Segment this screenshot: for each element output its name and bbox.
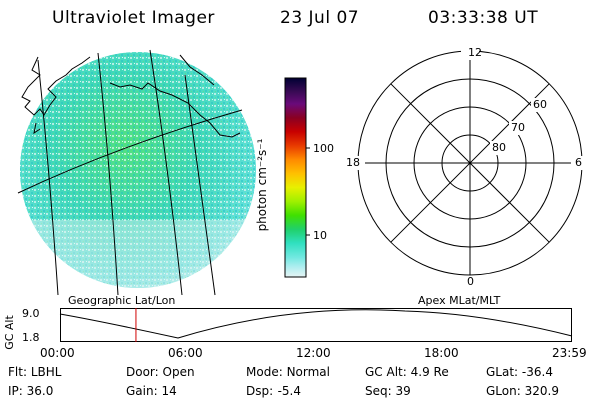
polar-panel-label: Apex MLat/MLT (418, 294, 501, 307)
polar-label-bg (490, 141, 512, 155)
polar-label-bg (463, 277, 477, 289)
polar-label-bg (347, 156, 365, 170)
polar-spoke (390, 83, 550, 243)
coastline-path (109, 82, 241, 138)
coastline-path (33, 122, 41, 135)
gcalt-field: GC Alt: 4.9 Re (365, 365, 449, 379)
uv-image-panel (17, 49, 256, 296)
alt-ylabel-wrapper: GC Alt (2, 312, 16, 352)
altitude-plot (59, 308, 573, 342)
flt-label: Flt: (8, 365, 27, 379)
door-field: Door: Open (126, 365, 195, 379)
glat-field: GLat: -36.4 (486, 365, 553, 379)
alt-ytick-label: 9.0 (22, 307, 40, 320)
alt-xtick-label: 00:00 (40, 346, 75, 360)
mlt-label-12: 12 (468, 46, 482, 59)
alt-xtick-label: 18:00 (424, 346, 459, 360)
glon-value: 320.9 (524, 384, 559, 398)
colorbar (284, 77, 310, 278)
mode-field: Mode: Normal (246, 365, 330, 379)
door-label: Door: (126, 365, 159, 379)
coastline (21, 54, 241, 138)
image-panel-label: Geographic Lat/Lon (68, 294, 176, 307)
seq-field: Seq: 39 (365, 384, 411, 398)
colorbar-gradient (284, 77, 307, 278)
glat-value: -36.4 (521, 365, 553, 379)
gain-label: Gain: (126, 384, 158, 398)
instrument-title: Ultraviolet Imager (52, 8, 215, 28)
alt-ytick-label: 1.8 (22, 331, 40, 344)
gcalt-value: 4.9 Re (410, 365, 449, 379)
polar-label-bg (509, 121, 531, 135)
flt-value: LBHL (30, 365, 62, 379)
gain-value: 14 (161, 384, 177, 398)
meridian-line (149, 49, 183, 296)
mlt-label-0: 0 (467, 275, 474, 288)
dsp-field: Dsp: -5.4 (246, 384, 301, 398)
ip-value: 36.0 (26, 384, 54, 398)
meridian-line (37, 59, 59, 296)
gcalt-label: GC Alt: (365, 365, 407, 379)
colorbar-unit-label: photon cm⁻²s⁻¹ (255, 138, 269, 232)
glat-label: GLat: (486, 365, 519, 379)
colorbar-tick-label: 10 (313, 229, 327, 242)
polar-label-bg (571, 156, 583, 170)
polar-plot (347, 48, 583, 289)
mlt-label-6: 6 (575, 156, 582, 169)
flt-field: Flt: LBHL (8, 365, 61, 379)
geo-grid (17, 49, 243, 296)
mode-value: Normal (286, 365, 330, 379)
mlat-label-70: 70 (511, 121, 525, 134)
dsp-value: -5.4 (277, 384, 301, 398)
altitude-curve (59, 309, 573, 339)
door-value: Open (162, 365, 195, 379)
mode-label: Mode: (246, 365, 283, 379)
alt-ylabel: GC Alt (2, 315, 16, 350)
uv-disk-texture (20, 52, 256, 288)
mlat-label-60: 60 (533, 98, 547, 111)
alt-xtick-label: 23:59 (552, 346, 587, 360)
colorbar-tick-label: 100 (313, 142, 334, 155)
meridian-line (184, 74, 216, 296)
glon-field: GLon: 320.9 (486, 384, 559, 398)
altitude-plot-frame (60, 308, 572, 342)
dsp-label: Dsp: (246, 384, 274, 398)
seq-label: Seq: (365, 384, 392, 398)
parallel-line (17, 109, 243, 194)
ip-label: IP: (8, 384, 23, 398)
alt-xtick-label: 12:00 (296, 346, 331, 360)
polar-label-bg (531, 98, 553, 112)
alt-xtick-label: 06:00 (168, 346, 203, 360)
coastline-path (179, 54, 215, 86)
coastline-path (21, 56, 91, 116)
glon-label: GLon: (486, 384, 521, 398)
image-date: 23 Jul 07 (280, 8, 360, 28)
mlt-label-18: 18 (346, 156, 360, 169)
meridian-line (97, 52, 119, 296)
image-time: 03:33:38 UT (428, 8, 539, 28)
seq-value: 39 (395, 384, 411, 398)
gain-field: Gain: 14 (126, 384, 177, 398)
ip-field: IP: 36.0 (8, 384, 53, 398)
mlat-label-80: 80 (492, 141, 506, 154)
polar-label-bg (461, 48, 479, 60)
